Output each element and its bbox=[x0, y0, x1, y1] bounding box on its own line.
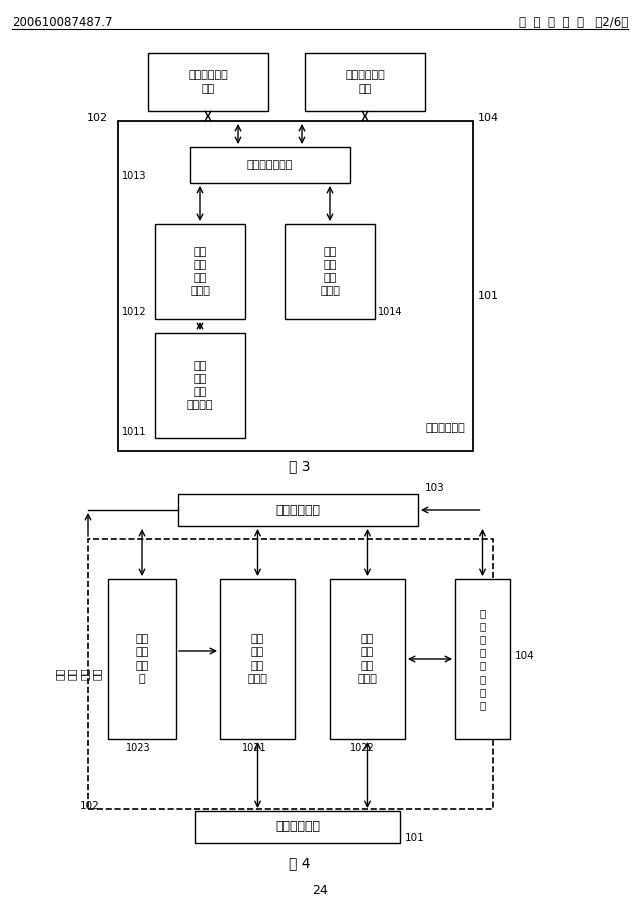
Text: 1021: 1021 bbox=[242, 743, 266, 753]
Bar bbox=[155, 224, 245, 319]
Bar bbox=[285, 224, 375, 319]
Text: 网络
链路
处理
子模块: 网络 链路 处理 子模块 bbox=[190, 247, 210, 296]
Text: 业务逻辑处理
模块: 业务逻辑处理 模块 bbox=[345, 70, 385, 94]
Text: 页面
脚本
解析
子模块: 页面 脚本 解析 子模块 bbox=[248, 634, 268, 684]
Text: 脚本解析语言
模块: 脚本解析语言 模块 bbox=[188, 70, 228, 94]
Bar bbox=[220, 579, 295, 739]
Text: 事件
控制
子模
块: 事件 控制 子模 块 bbox=[136, 634, 148, 684]
Bar bbox=[195, 811, 400, 843]
Text: 101: 101 bbox=[478, 291, 499, 301]
Text: 1011: 1011 bbox=[122, 427, 147, 437]
Text: 本地
文件
访问
子模块: 本地 文件 访问 子模块 bbox=[320, 247, 340, 296]
Text: 网络
接入
点选
择子模块: 网络 接入 点选 择子模块 bbox=[187, 361, 213, 410]
Bar bbox=[330, 579, 405, 739]
Text: 1022: 1022 bbox=[349, 743, 374, 753]
Bar bbox=[108, 579, 176, 739]
Text: 图 3: 图 3 bbox=[289, 459, 311, 473]
Text: 说  明  书  附  图   第2/6页: 说 明 书 附 图 第2/6页 bbox=[519, 16, 628, 29]
Text: 数据控制子模块: 数据控制子模块 bbox=[247, 160, 293, 170]
Text: 102: 102 bbox=[87, 113, 108, 123]
Text: 数据处理模块: 数据处理模块 bbox=[425, 423, 465, 433]
Text: 1012: 1012 bbox=[122, 307, 147, 317]
Text: 103: 103 bbox=[425, 483, 445, 493]
Text: 101: 101 bbox=[405, 833, 425, 843]
Text: 脚本
语言
解析
模块: 脚本 语言 解析 模块 bbox=[54, 668, 102, 681]
Text: 用户界面模块: 用户界面模块 bbox=[275, 504, 321, 517]
Text: 104: 104 bbox=[515, 651, 535, 661]
Text: 24: 24 bbox=[312, 885, 328, 897]
Text: 1013: 1013 bbox=[122, 171, 147, 181]
Bar bbox=[190, 147, 350, 183]
Text: 图 4: 图 4 bbox=[289, 856, 311, 870]
Text: 地图
脚本
解析
子模块: 地图 脚本 解析 子模块 bbox=[358, 634, 378, 684]
Text: 200610087487.7: 200610087487.7 bbox=[12, 16, 113, 29]
Text: 104: 104 bbox=[478, 113, 499, 123]
Text: 1023: 1023 bbox=[125, 743, 150, 753]
Text: 数据处理模块: 数据处理模块 bbox=[275, 821, 320, 834]
Text: 102: 102 bbox=[80, 801, 100, 811]
Text: 业
务
逻
辑
处
理
模
块: 业 务 逻 辑 处 理 模 块 bbox=[479, 608, 486, 711]
Bar bbox=[88, 539, 493, 809]
Bar bbox=[455, 579, 510, 739]
Bar bbox=[118, 121, 473, 451]
Bar bbox=[155, 333, 245, 438]
Bar bbox=[148, 53, 268, 111]
Text: 1014: 1014 bbox=[378, 307, 403, 317]
Bar bbox=[305, 53, 425, 111]
Bar bbox=[178, 494, 418, 526]
